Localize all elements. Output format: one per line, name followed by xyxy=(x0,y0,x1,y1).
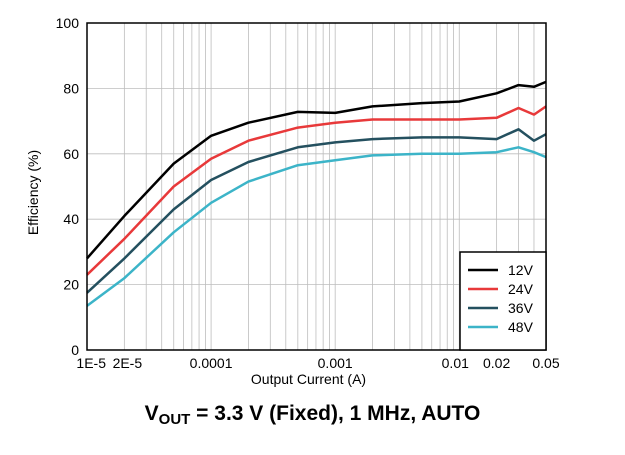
y-tick-label: 20 xyxy=(63,277,79,293)
legend: 12V 24V 36V 48V xyxy=(459,251,547,351)
caption-rest: = 3.3 V (Fixed), 1 MHz, AUTO xyxy=(190,402,481,425)
series-line-12v xyxy=(86,80,547,260)
series-line-36v xyxy=(86,128,547,294)
x-axis-title: Output Current (A) xyxy=(251,371,366,387)
y-tick-label: 100 xyxy=(56,15,80,31)
x-tick-label: 0.05 xyxy=(532,355,559,371)
y-tick-label: 80 xyxy=(63,80,79,96)
legend-label: 12V xyxy=(508,262,534,278)
chart-caption: VOUT = 3.3 V (Fixed), 1 MHz, AUTO xyxy=(0,402,625,428)
caption-subscript: OUT xyxy=(158,411,191,428)
legend-box xyxy=(459,251,547,351)
x-tick-label: 0.001 xyxy=(318,355,353,371)
y-tick-label: 40 xyxy=(63,211,79,227)
tick-labels: 1E-5 2E-5 0.0001 0.001 0.01 0.02 0.05 0 20 40 60 80… xyxy=(56,15,560,371)
y-tick-label: 0 xyxy=(71,342,79,358)
caption-v: V xyxy=(144,402,159,425)
series-lines xyxy=(86,80,547,307)
y-axis-title: Efficiency (%) xyxy=(25,150,41,235)
plot-frame xyxy=(86,22,547,351)
grid xyxy=(87,23,546,350)
y-tick-label: 60 xyxy=(63,146,79,162)
x-tick-label: 1E-5 xyxy=(76,355,106,371)
series-line-24v xyxy=(86,105,547,276)
legend-label: 36V xyxy=(508,300,534,316)
legend-label: 24V xyxy=(508,281,534,297)
series-line-48v xyxy=(86,146,547,307)
x-tick-label: 0.01 xyxy=(442,355,469,371)
legend-label: 48V xyxy=(508,319,534,335)
x-tick-label: 0.0001 xyxy=(190,355,233,371)
x-tick-label: 2E-5 xyxy=(113,355,143,371)
x-tick-label: 0.02 xyxy=(483,355,510,371)
